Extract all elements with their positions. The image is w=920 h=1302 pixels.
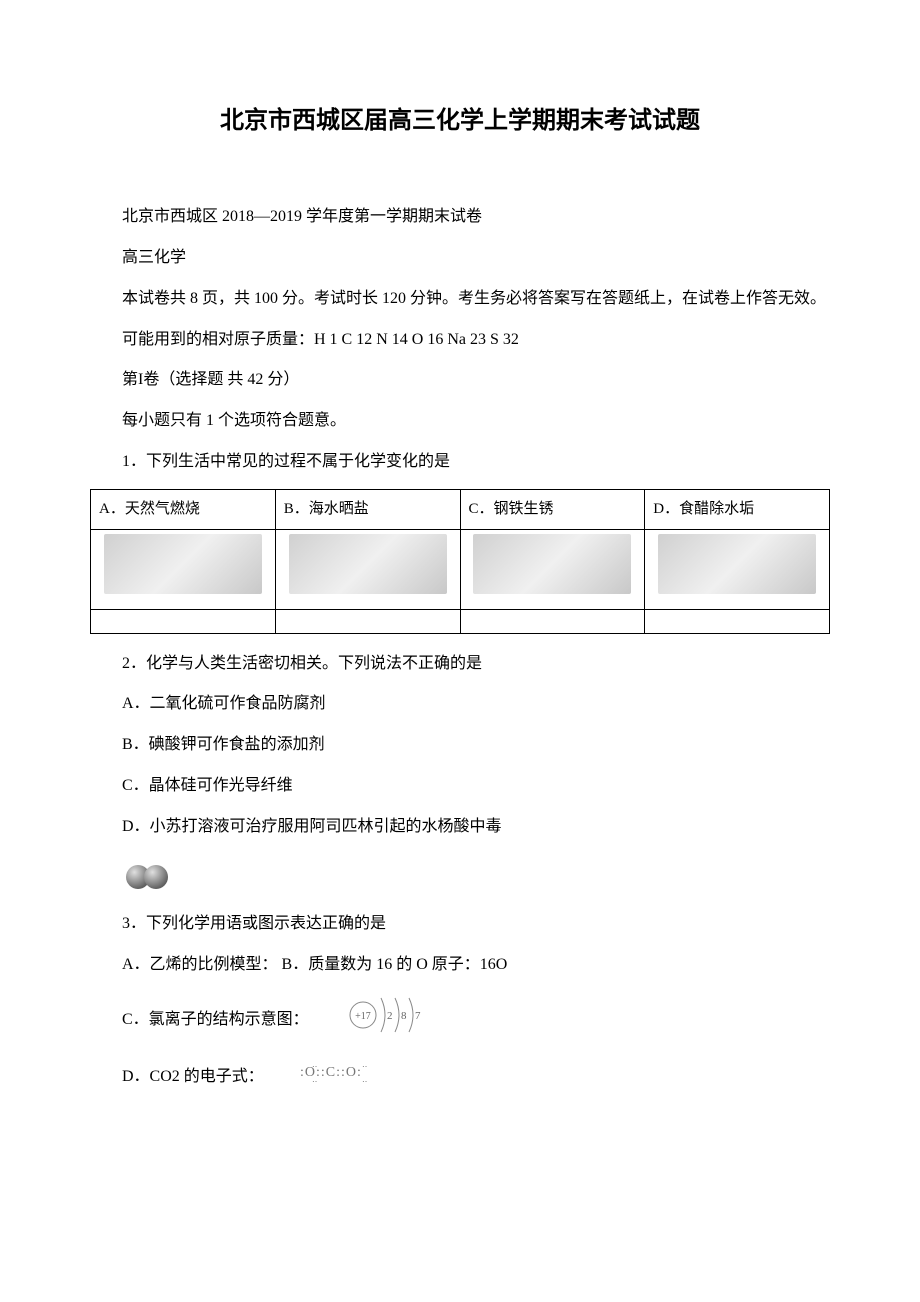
q1-option-c: C．钢铁生锈	[460, 489, 645, 529]
empty-cell	[91, 609, 276, 633]
header-line-5: 第I卷（选择题 共 42 分）	[90, 366, 830, 395]
svg-text:‥: ‥	[312, 1075, 318, 1083]
q3-stem: 3．下列化学用语或图示表达正确的是	[90, 910, 830, 939]
q1-option-a: A．天然气燃烧	[91, 489, 276, 529]
q1-image-b	[275, 529, 460, 609]
svg-text:‥: ‥	[362, 1061, 368, 1069]
q1-stem: 1．下列生活中常见的过程不属于化学变化的是	[90, 448, 830, 477]
header-line-6: 每小题只有 1 个选项符合题意。	[90, 407, 830, 436]
q1-options-table: A．天然气燃烧 B．海水晒盐 C．钢铁生锈 D．食醋除水垢	[90, 489, 830, 634]
q3-d-prefix: D．CO2 的电子式：	[122, 1068, 264, 1085]
salt-piles-icon	[289, 534, 447, 594]
rust-icon	[473, 534, 631, 594]
q1-image-a	[91, 529, 276, 609]
svg-text::O::C::O:: :O::C::O:	[300, 1065, 362, 1080]
empty-cell	[460, 609, 645, 633]
q2-stem: 2．化学与人类生活密切相关。下列说法不正确的是	[90, 650, 830, 679]
atom-structure-icon: +17 2 8 7	[313, 992, 435, 1049]
lewis-structure-icon: :O::C::O: ‥ ‥ ‥ ‥	[268, 1061, 390, 1094]
q1-image-d	[645, 529, 830, 609]
q2-option-a: A．二氧化硫可作食品防腐剂	[90, 690, 830, 719]
table-row: A．天然气燃烧 B．海水晒盐 C．钢铁生锈 D．食醋除水垢	[91, 489, 830, 529]
shell-2-label: 8	[401, 1010, 407, 1022]
pot-vinegar-icon	[658, 534, 816, 594]
q3-option-d: D．CO2 的电子式： :O::C::O: ‥ ‥ ‥ ‥	[90, 1061, 830, 1094]
header-line-2: 高三化学	[90, 244, 830, 273]
q1-option-d: D．食醋除水垢	[645, 489, 830, 529]
empty-cell	[275, 609, 460, 633]
q2-option-c: C．晶体硅可作光导纤维	[90, 772, 830, 801]
svg-text:‥: ‥	[312, 1061, 318, 1069]
q1-option-b: B．海水晒盐	[275, 489, 460, 529]
table-row	[91, 609, 830, 633]
q3-option-a-b: A．乙烯的比例模型： B．质量数为 16 的 O 原子：16O	[90, 951, 830, 980]
header-line-3: 本试卷共 8 页，共 100 分。考试时长 120 分钟。考生务必将答案写在答题…	[90, 285, 830, 314]
empty-cell	[645, 609, 830, 633]
nucleus-label: +17	[355, 1011, 371, 1022]
shell-3-label: 7	[415, 1010, 421, 1022]
molecule-model-icon	[122, 862, 172, 892]
q1-image-c	[460, 529, 645, 609]
page-title: 北京市西城区届高三化学上学期期末考试试题	[90, 100, 830, 143]
table-row	[91, 529, 830, 609]
q2-option-b: B．碘酸钾可作食盐的添加剂	[90, 731, 830, 760]
q2-option-d: D．小苏打溶液可治疗服用阿司匹林引起的水杨酸中毒	[90, 813, 830, 842]
shell-1-label: 2	[387, 1010, 393, 1022]
gas-burner-icon	[104, 534, 262, 594]
header-line-1: 北京市西城区 2018—2019 学年度第一学期期末试卷	[90, 203, 830, 232]
q3-option-c: C．氯离子的结构示意图： +17 2 8 7	[90, 992, 830, 1049]
svg-text:‥: ‥	[362, 1075, 368, 1083]
q3-c-prefix: C．氯离子的结构示意图：	[122, 1011, 309, 1028]
header-line-4: 可能用到的相对原子质量：H 1 C 12 N 14 O 16 Na 23 S 3…	[90, 326, 830, 355]
